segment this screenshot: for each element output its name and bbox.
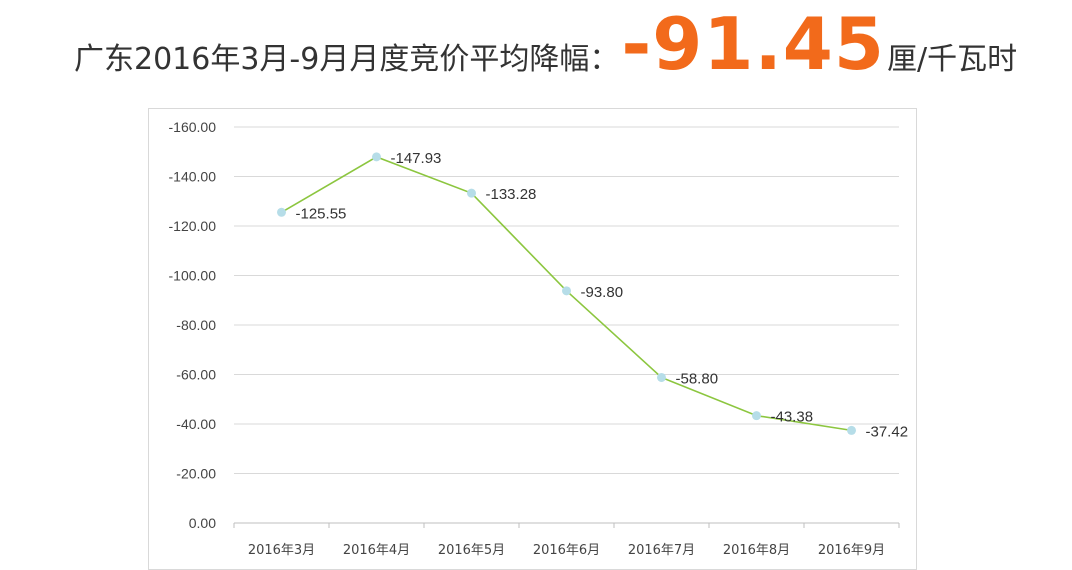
- data-label: -93.80: [581, 284, 624, 301]
- x-tick-label: 2016年6月: [533, 543, 600, 558]
- data-point: [657, 372, 666, 382]
- data-point: [847, 425, 856, 435]
- data-label: -125.55: [296, 205, 347, 222]
- x-tick-label: 2016年7月: [628, 543, 695, 558]
- y-tick-label: -20.00: [176, 466, 216, 482]
- y-tick-label: -160.00: [169, 119, 217, 135]
- x-tick-label: 2016年9月: [818, 543, 885, 558]
- y-tick-label: 0.00: [189, 515, 216, 531]
- headline-text: 广东2016年3月-9月月度竞价平均降幅：: [74, 42, 620, 77]
- data-label: -37.42: [866, 423, 909, 440]
- y-tick-label: -60.00: [176, 367, 216, 383]
- data-point: [562, 286, 571, 296]
- data-point: [752, 411, 761, 421]
- headline-average-value: -91.45: [621, 2, 885, 86]
- chart-area: [148, 108, 917, 570]
- data-label: -43.38: [771, 409, 814, 426]
- y-tick-label: -40.00: [176, 416, 216, 432]
- x-tick-label: 2016年3月: [248, 543, 315, 558]
- data-label: -133.28: [486, 186, 537, 203]
- y-tick-label: -140.00: [169, 169, 217, 185]
- data-point: [467, 188, 476, 198]
- chart-headline: 广东2016年3月-9月月度竞价平均降幅：-91.45厘/千瓦时: [0, 0, 1072, 100]
- data-point: [277, 207, 286, 217]
- y-tick-label: -120.00: [169, 218, 217, 234]
- x-tick-label: 2016年4月: [343, 543, 410, 558]
- y-tick-label: -100.00: [169, 268, 217, 284]
- data-point: [372, 152, 381, 162]
- data-label: -58.80: [676, 370, 719, 387]
- headline-unit: 厘/千瓦时: [886, 42, 1018, 77]
- data-label: -147.93: [391, 150, 442, 167]
- y-tick-label: -80.00: [176, 317, 216, 333]
- x-tick-label: 2016年8月: [723, 543, 790, 558]
- x-tick-label: 2016年5月: [438, 543, 505, 558]
